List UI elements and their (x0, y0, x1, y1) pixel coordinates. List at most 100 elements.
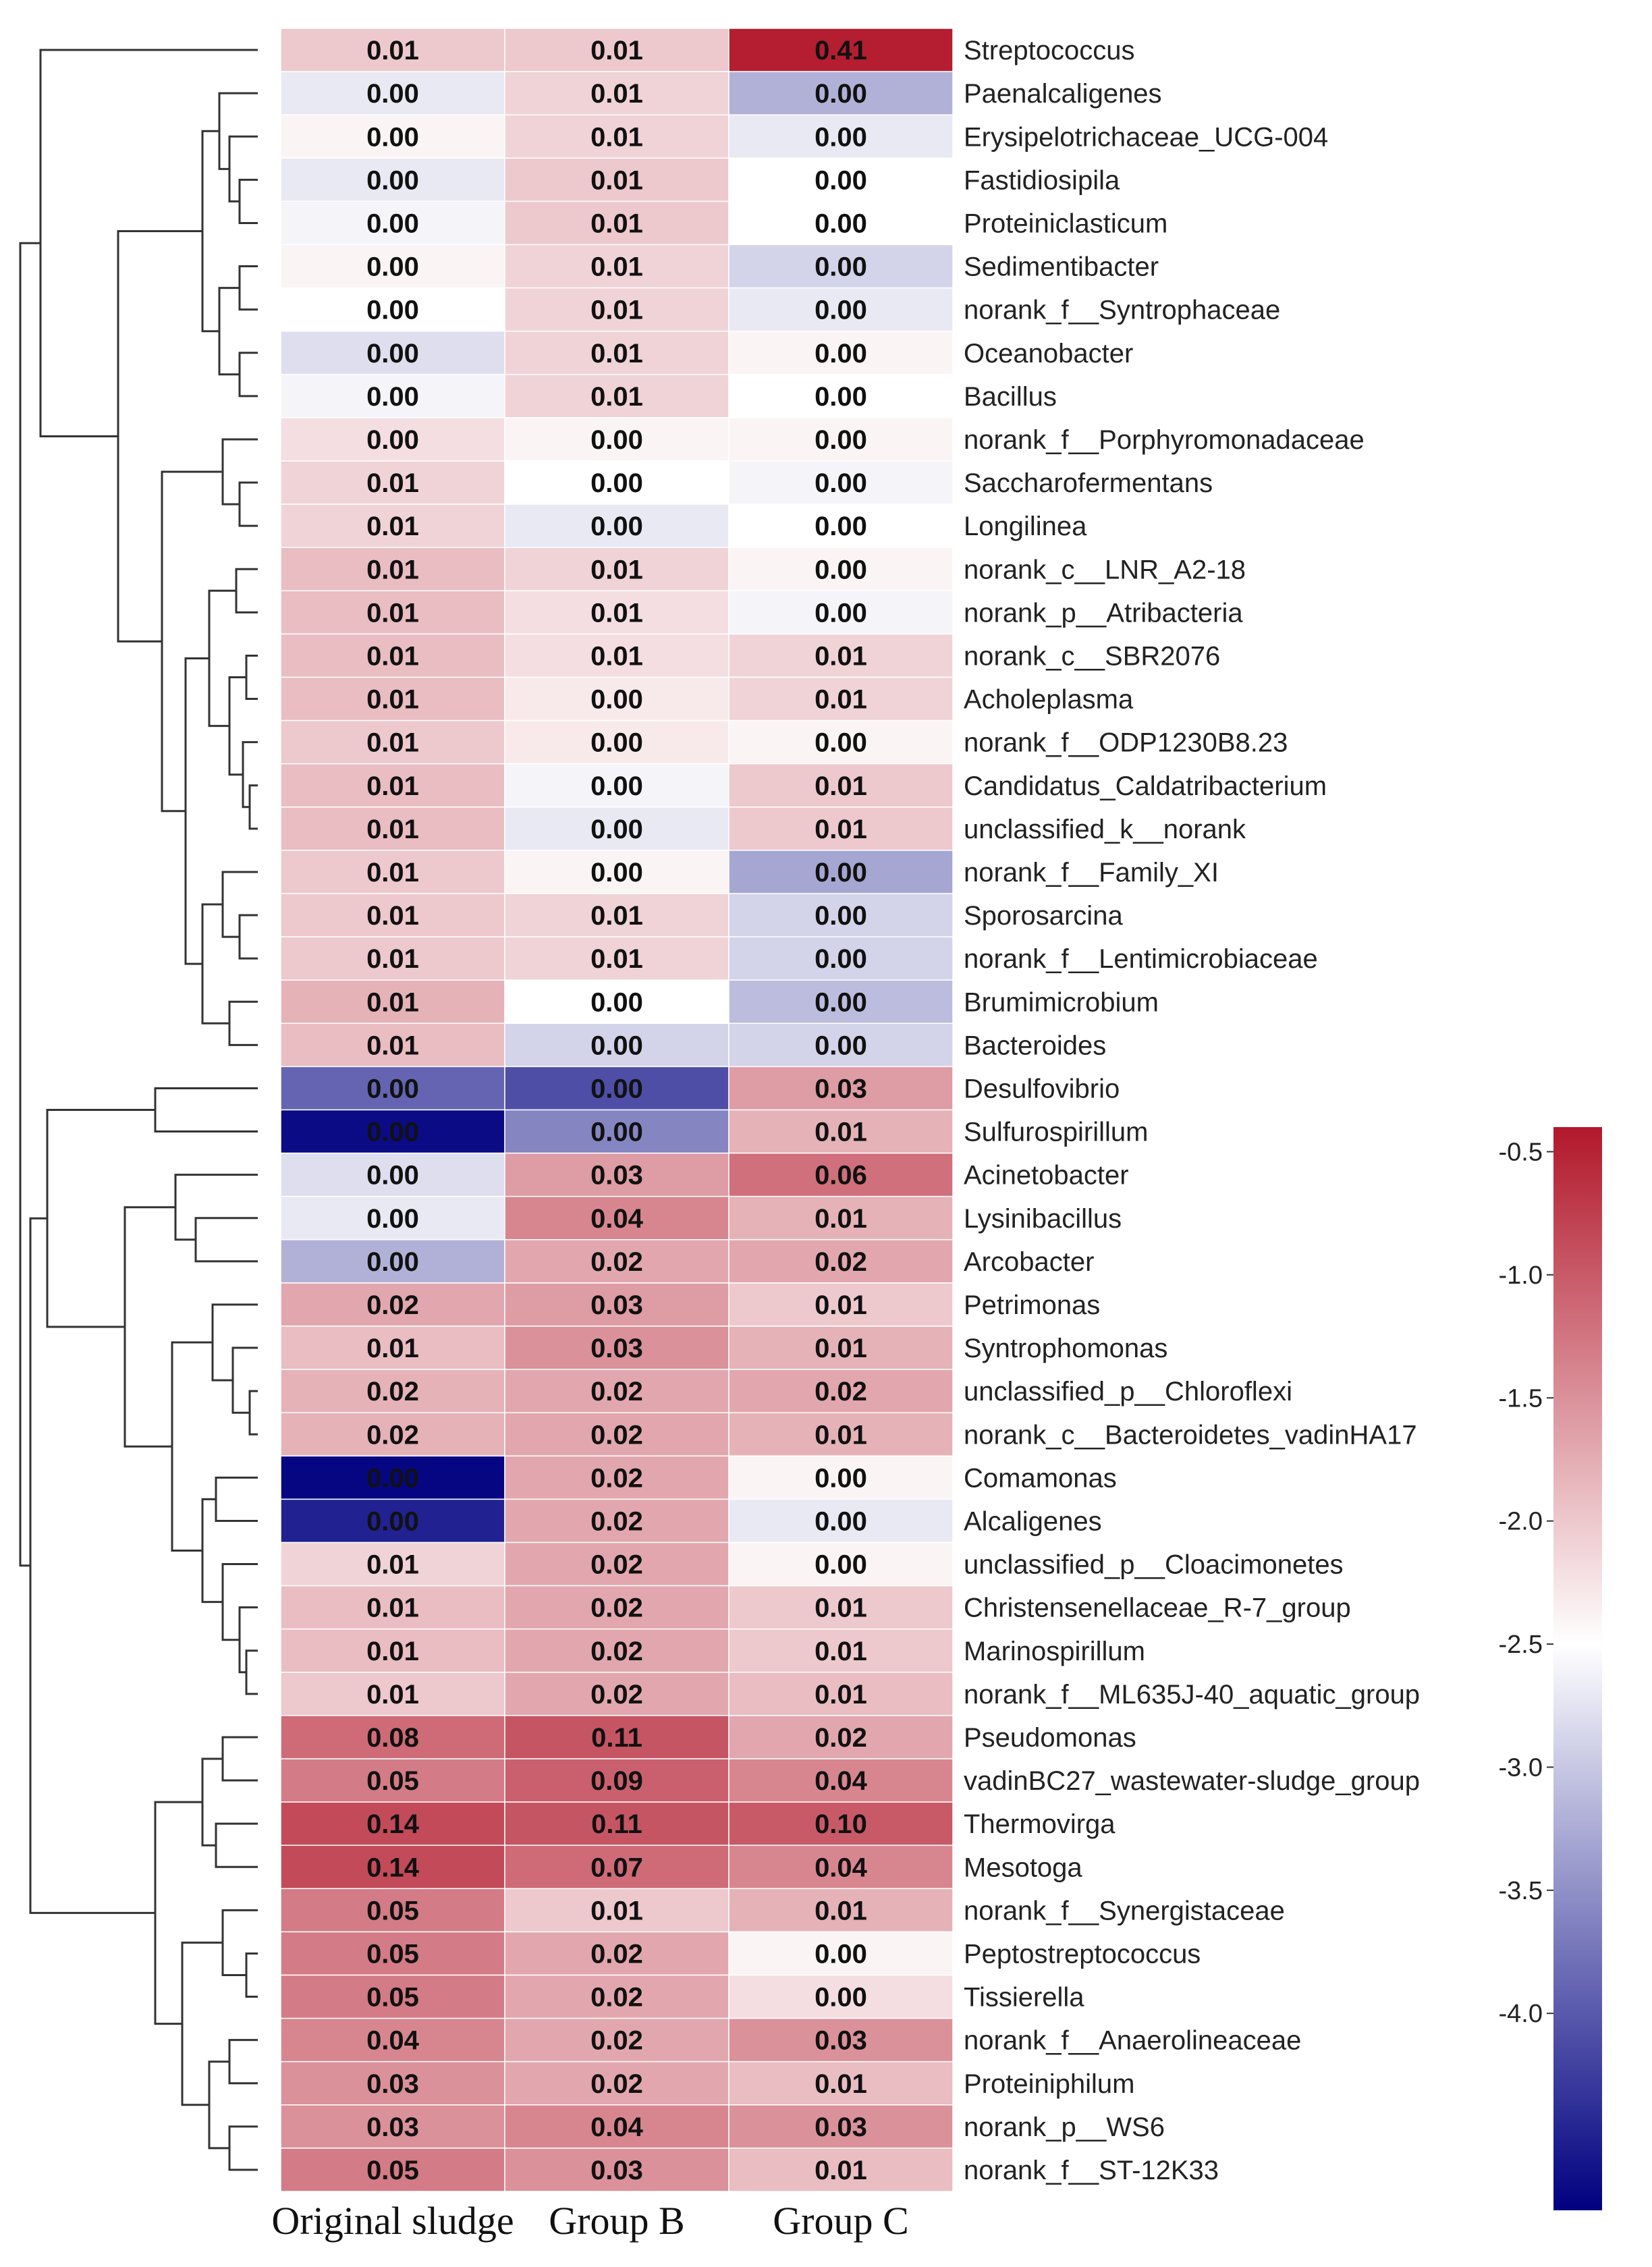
heatmap-cell (280, 503, 505, 548)
dendrogram-branch (211, 1303, 258, 1382)
cell-value-label: 0.01 (366, 728, 419, 758)
cell-value-label: 0.01 (815, 771, 867, 801)
row-label: Alcaligenes (964, 1506, 1102, 1536)
heatmap-cell (728, 417, 954, 462)
heatmap-cell (728, 460, 954, 505)
cell-value-label: 0.04 (366, 2026, 420, 2056)
dendrogram-branch (245, 1649, 258, 1695)
cell-value-label: 0.00 (366, 382, 419, 412)
cell-value-label: 0.01 (815, 1420, 867, 1450)
cell-value-label: 0.10 (815, 1809, 867, 1839)
heatmap-cell (728, 807, 954, 851)
heatmap-cell (728, 157, 954, 202)
heatmap-cell (504, 1628, 729, 1673)
cell-value-label: 0.00 (366, 296, 419, 325)
cell-value-label: 0.01 (815, 815, 867, 844)
dendrogram-branch (238, 178, 258, 224)
dendrogram-branch (221, 1909, 258, 1976)
heatmap-cell (728, 1801, 954, 1846)
cell-value-label: 0.00 (815, 122, 867, 152)
heatmap-cell (504, 1888, 729, 1933)
heatmap-cell (728, 330, 954, 375)
cell-value-label: 0.01 (590, 944, 643, 974)
row-label: Bacillus (964, 382, 1057, 412)
dendrogram-branch (154, 1801, 202, 2025)
heatmap-cell (280, 2104, 505, 2149)
dendrogram-branch (181, 1941, 223, 2106)
row-label: Arcobacter (964, 1247, 1094, 1277)
cell-value-label: 0.01 (366, 987, 419, 1017)
row-label: Paenalcaligenes (964, 79, 1162, 109)
heatmap-cell (280, 460, 505, 505)
row-label: Bacteroides (964, 1031, 1106, 1060)
heatmap-cell (280, 417, 505, 462)
cell-value-label: 0.00 (590, 685, 643, 715)
heatmap-cell (504, 1672, 729, 1716)
cell-value-label: 0.00 (815, 1939, 867, 1969)
cell-value-label: 0.03 (366, 2069, 419, 2099)
heatmap-cell (280, 763, 505, 808)
heatmap-cell (728, 590, 954, 635)
row-label: norank_f__ST-12K33 (964, 2156, 1219, 2185)
heatmap-cell (728, 71, 954, 115)
heatmap-cell (728, 1845, 954, 1890)
cell-value-label: 0.01 (815, 641, 867, 671)
cell-value-label: 0.03 (815, 2112, 867, 2142)
cell-value-label: 0.03 (366, 2112, 419, 2142)
cell-value-label: 0.01 (590, 122, 643, 152)
cell-value-label: 0.00 (366, 339, 419, 368)
cell-value-label: 0.00 (815, 468, 867, 498)
cell-value-label: 0.01 (815, 1637, 867, 1666)
heatmap-cell (504, 1239, 729, 1284)
cell-value-label: 0.14 (366, 1809, 420, 1839)
heatmap-cell (280, 1715, 505, 1759)
row-labels: Streptococcus Paenalcaligenes Erysipelotri… (964, 36, 1420, 2185)
heatmap-cell (504, 2104, 729, 2149)
cell-value-label: 0.00 (590, 1074, 643, 1103)
colorbar-tick-label: -3.5 (1499, 1877, 1543, 1905)
heatmap-cell (728, 1412, 954, 1457)
cell-value-label: 0.02 (815, 1247, 867, 1277)
cell-value-label: 0.02 (590, 1377, 643, 1406)
cell-value-label: 0.02 (590, 1637, 643, 1666)
cell-value-label: 0.02 (590, 1939, 643, 1969)
cell-value-label: 0.01 (815, 1680, 867, 1710)
heatmap-cell (504, 1066, 729, 1111)
heatmap-cell (504, 2017, 729, 2063)
heatmap-cell (728, 633, 954, 678)
dendrogram-branch (174, 1174, 258, 1241)
cell-value-label: 0.02 (590, 2026, 643, 2056)
cell-value-label: 0.01 (366, 641, 419, 671)
cell-value-label: 0.05 (366, 1983, 419, 2013)
row-label: Desulfovibrio (964, 1074, 1120, 1103)
heatmap-cell (504, 1022, 729, 1068)
dendrogram-branch (215, 1822, 258, 1868)
cell-value-label: 0.01 (366, 1031, 419, 1060)
row-label: Thermovirga (964, 1809, 1116, 1839)
dendrogram-branch (238, 914, 258, 960)
dendrogram-branch (201, 1498, 223, 1604)
heatmap-cell (280, 893, 505, 937)
heatmap-cell (504, 374, 729, 418)
column-label: Group B (549, 2199, 684, 2243)
cell-value-label: 0.04 (815, 1853, 868, 1882)
cell-value-label: 0.01 (366, 36, 419, 65)
row-label: vadinBC27_wastewater-sludge_group (964, 1766, 1420, 1796)
cell-value-label: 0.00 (366, 1506, 419, 1536)
cell-value-label: 0.41 (815, 36, 867, 65)
dendrogram-branch (228, 2125, 258, 2171)
row-label: Lysinibacillus (964, 1204, 1122, 1234)
row-label: Proteiniclasticum (964, 209, 1167, 238)
row-label: Sulfurospirillum (964, 1118, 1148, 1147)
dendrogram-branch (208, 589, 236, 728)
dendrogram-branch (228, 2039, 258, 2085)
cell-value-label: 0.05 (366, 1939, 419, 1969)
cell-value-label: 0.00 (815, 252, 867, 282)
dendrogram-branch (215, 1476, 258, 1522)
row-label: norank_c__Bacteroidetes_vadinHA17 (964, 1420, 1417, 1450)
cell-value-label: 0.03 (590, 1290, 643, 1320)
row-label: Sporosarcina (964, 901, 1123, 931)
heatmap-cell (728, 1455, 954, 1500)
cell-value-label: 0.00 (366, 1118, 419, 1147)
cell-value-label: 0.00 (815, 79, 867, 109)
